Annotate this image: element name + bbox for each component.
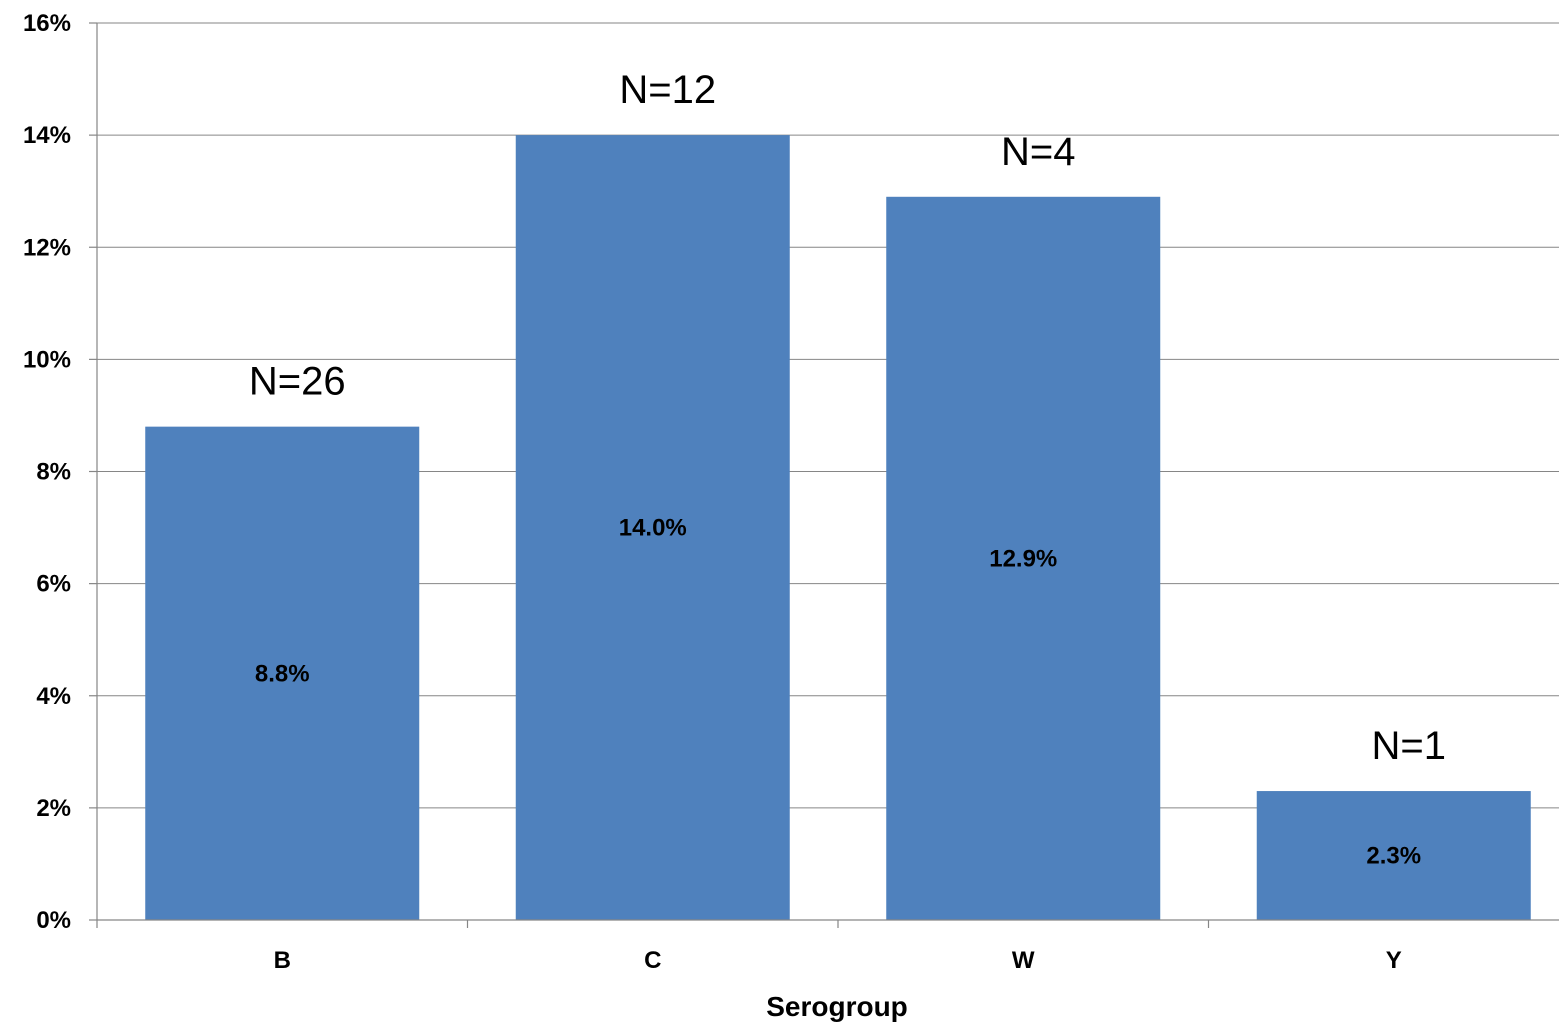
x-tick-label: B [274, 947, 291, 974]
x-axis-title: Serogroup [766, 991, 908, 1022]
n-annotation: N=1 [1372, 724, 1447, 768]
data-label: 14.0% [619, 515, 687, 542]
y-tick-label: 6% [36, 571, 71, 598]
labels: 0% 2% 4% 6% 8% 10% 12% 14% 16% B 8.8% N=26 C 14.0% N=1… [23, 10, 1446, 974]
y-tick-label: 4% [36, 683, 71, 710]
bar-w [886, 196, 1161, 920]
n-annotation: N=26 [249, 360, 346, 404]
y-tick-label: 12% [23, 234, 71, 261]
y-tick-label: 14% [23, 122, 71, 149]
y-tick-label: 0% [36, 907, 71, 934]
bar-b [145, 426, 420, 920]
x-tick-label: Y [1386, 947, 1402, 974]
y-tick-label: 8% [36, 459, 71, 486]
data-label: 12.9% [989, 545, 1057, 572]
bar-c [515, 135, 790, 920]
n-annotation: N=4 [1001, 130, 1076, 174]
y-tick-label: 2% [36, 795, 71, 822]
y-tick-label: 10% [23, 346, 71, 373]
y-tick-label: 16% [23, 10, 71, 37]
x-tick-label: W [1012, 947, 1035, 974]
data-label: 8.8% [255, 660, 310, 687]
data-label: 2.3% [1366, 843, 1421, 870]
bar-y [1256, 791, 1531, 920]
axes [89, 22, 1559, 928]
n-annotation: N=12 [619, 68, 716, 112]
x-tick-label: C [644, 947, 661, 974]
bars [145, 135, 1531, 920]
